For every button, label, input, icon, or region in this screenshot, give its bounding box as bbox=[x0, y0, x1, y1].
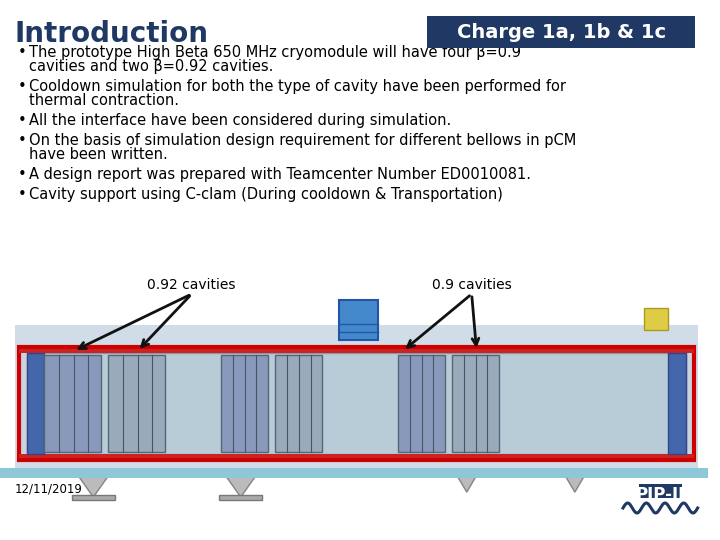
Text: 12/11/2019: 12/11/2019 bbox=[14, 482, 83, 495]
Bar bbox=[14, 325, 698, 472]
Bar bbox=[639, 484, 682, 498]
Text: •: • bbox=[18, 45, 27, 60]
Bar bbox=[27, 353, 44, 454]
Bar bbox=[398, 355, 445, 452]
Bar bbox=[19, 349, 694, 353]
Bar bbox=[0, 468, 708, 478]
Bar bbox=[108, 355, 165, 452]
Polygon shape bbox=[76, 472, 111, 497]
Text: Cavity support using C-clam (During cooldown & Transportation): Cavity support using C-clam (During cool… bbox=[30, 187, 503, 202]
Bar bbox=[19, 347, 694, 460]
Text: 0.9 cavities: 0.9 cavities bbox=[432, 278, 511, 292]
Bar bbox=[275, 355, 323, 452]
Bar bbox=[339, 300, 378, 340]
Text: •: • bbox=[18, 187, 27, 202]
Text: 0.92 cavities: 0.92 cavities bbox=[148, 278, 236, 292]
Bar bbox=[19, 454, 694, 458]
Text: Cooldown simulation for both the type of cavity have been performed for: Cooldown simulation for both the type of… bbox=[30, 79, 567, 94]
Text: All the interface have been considered during simulation.: All the interface have been considered d… bbox=[30, 113, 451, 128]
Bar bbox=[644, 308, 668, 330]
Polygon shape bbox=[563, 472, 587, 492]
Text: PIP-II: PIP-II bbox=[636, 486, 685, 504]
Bar bbox=[452, 355, 499, 452]
Bar bbox=[72, 495, 115, 500]
Bar bbox=[219, 495, 262, 500]
Text: •: • bbox=[18, 79, 27, 94]
Text: •: • bbox=[18, 167, 27, 182]
Text: •: • bbox=[18, 133, 27, 148]
Text: thermal contraction.: thermal contraction. bbox=[30, 93, 179, 108]
Text: •: • bbox=[18, 113, 27, 128]
Text: cavities and two β=0.92 cavities.: cavities and two β=0.92 cavities. bbox=[30, 59, 274, 74]
Text: Charge 1a, 1b & 1c: Charge 1a, 1b & 1c bbox=[456, 23, 666, 42]
Bar bbox=[668, 353, 686, 454]
Text: The prototype High Beta 650 MHz cryomodule will have four β=0.9: The prototype High Beta 650 MHz cryomodu… bbox=[30, 45, 521, 60]
FancyBboxPatch shape bbox=[428, 16, 695, 48]
Text: On the basis of simulation design requirement for different bellows in pCM: On the basis of simulation design requir… bbox=[30, 133, 577, 148]
Bar bbox=[44, 355, 102, 452]
Text: have been written.: have been written. bbox=[30, 147, 168, 162]
Polygon shape bbox=[455, 472, 479, 492]
Text: Introduction: Introduction bbox=[14, 20, 209, 48]
Bar bbox=[221, 355, 269, 452]
Text: A design report was prepared with Teamcenter Number ED0010081.: A design report was prepared with Teamce… bbox=[30, 167, 531, 182]
Bar bbox=[27, 353, 686, 454]
Polygon shape bbox=[223, 472, 258, 497]
